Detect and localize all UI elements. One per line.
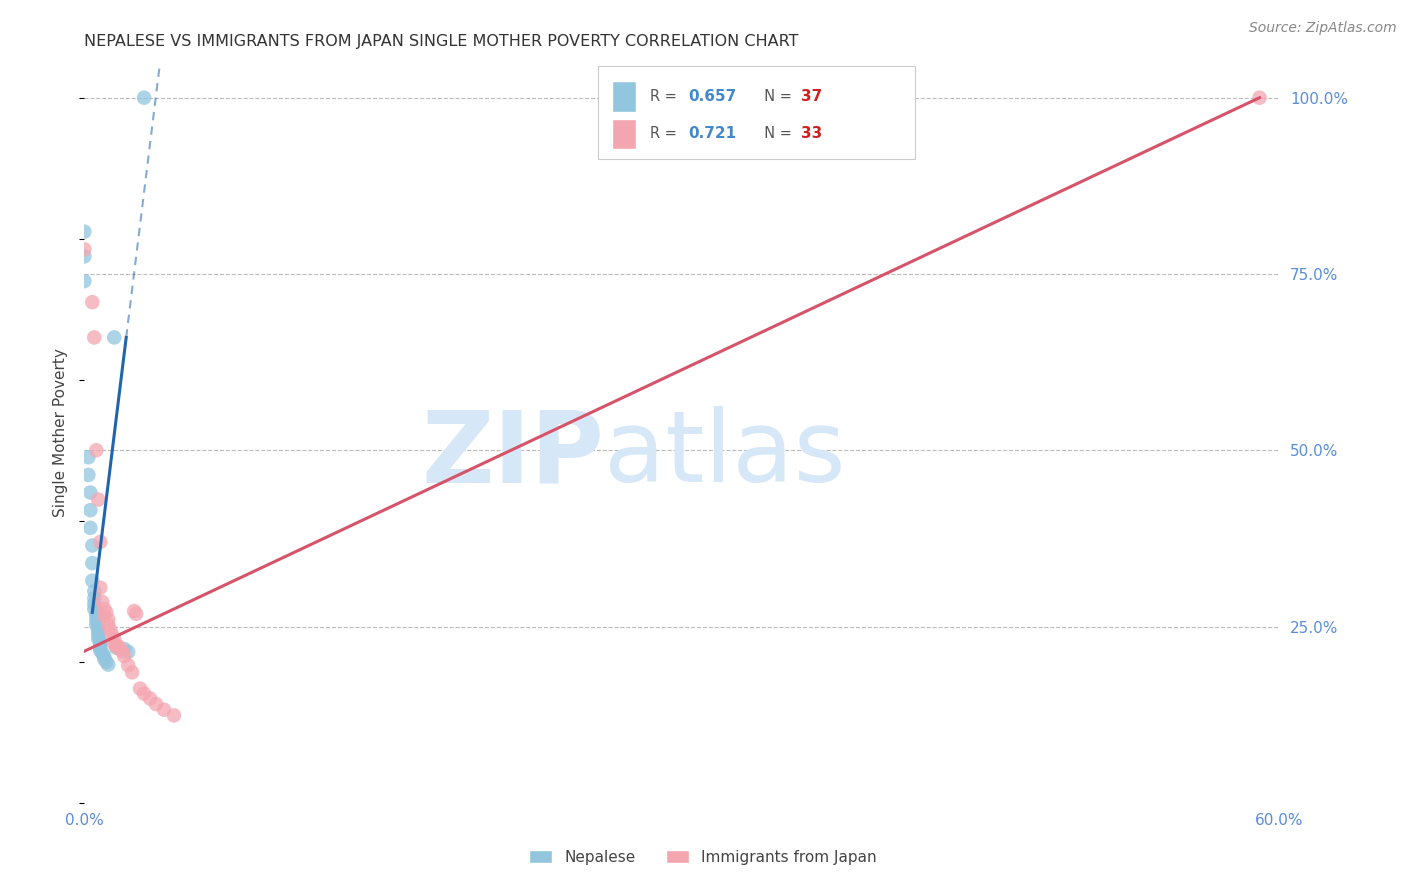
- Text: Source: ZipAtlas.com: Source: ZipAtlas.com: [1249, 21, 1396, 35]
- Point: [73, 249, 96, 263]
- Point: [132, 686, 156, 700]
- Point: [91, 646, 114, 660]
- Point: [91, 595, 114, 609]
- Point: [83, 330, 105, 344]
- Point: [82, 538, 104, 552]
- Point: [87, 622, 110, 636]
- Point: [82, 556, 104, 570]
- Point: [111, 644, 134, 658]
- Point: [77, 450, 100, 465]
- Point: [117, 645, 139, 659]
- Text: R =: R =: [650, 127, 681, 141]
- Point: [101, 628, 124, 642]
- Point: [89, 581, 111, 595]
- Point: [105, 640, 128, 654]
- Point: [79, 503, 101, 517]
- Text: NEPALESE VS IMMIGRANTS FROM JAPAN SINGLE MOTHER POVERTY CORRELATION CHART: NEPALESE VS IMMIGRANTS FROM JAPAN SINGLE…: [84, 34, 799, 49]
- Point: [103, 637, 125, 651]
- Point: [110, 642, 132, 657]
- Text: ZIP: ZIP: [422, 407, 605, 503]
- Point: [122, 604, 145, 618]
- Point: [89, 638, 111, 652]
- FancyBboxPatch shape: [613, 120, 637, 149]
- Point: [97, 657, 120, 672]
- Point: [98, 623, 121, 637]
- Point: [89, 640, 111, 655]
- Point: [87, 492, 110, 507]
- Point: [83, 597, 105, 611]
- Point: [1249, 91, 1271, 105]
- FancyBboxPatch shape: [613, 82, 637, 112]
- Point: [97, 612, 120, 626]
- Legend: Nepalese, Immigrants from Japan: Nepalese, Immigrants from Japan: [523, 844, 883, 871]
- Text: atlas: atlas: [605, 407, 846, 503]
- Point: [87, 632, 110, 647]
- Point: [97, 618, 120, 632]
- Point: [83, 591, 105, 606]
- Point: [73, 225, 96, 239]
- Text: 33: 33: [801, 127, 823, 141]
- Point: [103, 632, 125, 647]
- Point: [153, 703, 176, 717]
- FancyBboxPatch shape: [599, 66, 915, 159]
- Point: [93, 649, 115, 664]
- Point: [82, 295, 104, 310]
- Point: [73, 242, 96, 256]
- Text: N =: N =: [755, 127, 796, 141]
- Text: 0.657: 0.657: [688, 89, 737, 103]
- Y-axis label: Single Mother Poverty: Single Mother Poverty: [53, 348, 69, 517]
- Point: [145, 697, 167, 711]
- Point: [86, 606, 108, 620]
- Point: [121, 665, 143, 680]
- Point: [129, 681, 152, 696]
- Point: [77, 467, 100, 482]
- Point: [83, 584, 105, 599]
- Point: [86, 614, 108, 628]
- Point: [139, 691, 162, 706]
- Point: [86, 618, 108, 632]
- Point: [103, 330, 125, 344]
- Point: [125, 607, 148, 621]
- Point: [89, 535, 111, 549]
- Point: [87, 625, 110, 640]
- Point: [82, 574, 104, 588]
- Text: R =: R =: [650, 89, 681, 103]
- Point: [93, 652, 115, 666]
- Point: [86, 443, 108, 458]
- Point: [117, 658, 139, 673]
- Point: [105, 640, 128, 655]
- Point: [87, 629, 110, 643]
- Point: [96, 655, 118, 669]
- Text: 0.721: 0.721: [688, 127, 735, 141]
- Point: [79, 521, 101, 535]
- Point: [132, 91, 156, 105]
- Point: [93, 602, 115, 616]
- Text: 37: 37: [801, 89, 823, 103]
- Point: [89, 643, 111, 657]
- Point: [93, 609, 115, 624]
- Text: N =: N =: [755, 89, 796, 103]
- Point: [112, 649, 135, 664]
- Point: [163, 708, 186, 723]
- Point: [107, 640, 129, 654]
- Point: [79, 485, 101, 500]
- Point: [89, 635, 111, 649]
- Point: [112, 642, 135, 657]
- Point: [96, 606, 118, 620]
- Point: [73, 274, 96, 288]
- Point: [83, 602, 105, 616]
- Point: [86, 609, 108, 624]
